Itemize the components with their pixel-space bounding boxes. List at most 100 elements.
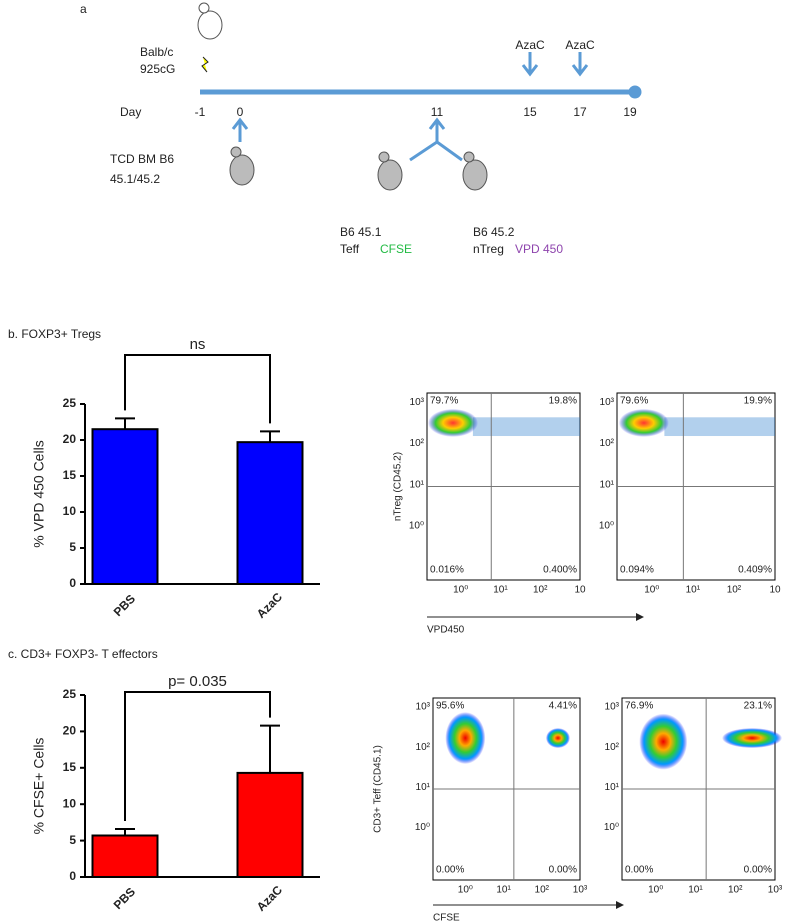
- x-tick-label: 10: [769, 585, 781, 596]
- y-tick-label: 20: [63, 432, 77, 446]
- quadrant-label: 95.6%: [436, 701, 464, 712]
- error-bar: [115, 827, 135, 836]
- y-tick-label: 10²: [605, 742, 620, 753]
- y-tick-label: 10: [63, 504, 77, 518]
- event-cluster: [545, 728, 570, 749]
- y-tick-label: 20: [63, 724, 77, 738]
- event-band: [472, 417, 580, 437]
- x-tick-label: PBS: [111, 592, 138, 619]
- x-tick-label: 10²: [533, 585, 548, 596]
- bar: [91, 834, 159, 879]
- y-tick-label: 5: [69, 833, 76, 847]
- significance-bracket: [124, 354, 271, 424]
- y-axis-label: nTreg (CD45.2): [393, 452, 404, 521]
- x-tick-label: 10¹: [493, 585, 508, 596]
- y-tick-label: 10³: [410, 397, 425, 408]
- y-tick-label: 10³: [605, 702, 620, 713]
- y-axis-label: % CFSE+ Cells: [31, 738, 47, 835]
- panel-title: b. FOXP3+ Tregs: [8, 327, 101, 341]
- label: VPD 450: [515, 242, 563, 256]
- label: Day: [120, 105, 141, 119]
- y-tick-label: 10¹: [605, 782, 620, 793]
- event-cluster: [428, 408, 479, 437]
- label: CFSE: [380, 242, 412, 256]
- x-tick-label: 10²: [727, 585, 742, 596]
- label: a: [80, 2, 87, 16]
- error-bar: [115, 417, 135, 430]
- quadrant-label: 79.7%: [430, 396, 458, 407]
- error-bar: [260, 430, 280, 443]
- x-tick-label: 10³: [573, 885, 588, 896]
- day-label: 0: [237, 105, 244, 119]
- quadrant-label: 0.094%: [620, 565, 654, 576]
- bar: [236, 771, 304, 878]
- quadrant-label: 79.6%: [620, 396, 648, 407]
- label: 925cG: [140, 62, 175, 76]
- y-tick-label: 10³: [416, 702, 431, 713]
- label: nTreg: [473, 242, 504, 256]
- y-tick-label: 15: [63, 760, 77, 774]
- x-tick-label: PBS: [111, 885, 138, 912]
- y-tick-label: 10²: [600, 438, 615, 449]
- quadrant-label: 0.409%: [738, 565, 772, 576]
- y-tick-label: 10²: [416, 742, 431, 753]
- y-tick-label: 10⁰: [599, 520, 614, 531]
- day-label: 17: [573, 105, 587, 119]
- y-tick-label: 5: [69, 540, 76, 554]
- x-tick-label: 10¹: [688, 885, 703, 896]
- drug-label: AzaC: [565, 38, 595, 52]
- label: 45.1/45.2: [110, 172, 160, 186]
- annotation: ns: [190, 336, 206, 353]
- quadrant-label: 0.016%: [430, 565, 464, 576]
- event-band: [664, 417, 775, 437]
- y-tick-label: 25: [63, 687, 77, 701]
- y-tick-label: 10: [63, 796, 77, 810]
- quadrant-gate: [433, 698, 580, 880]
- bar: [91, 428, 159, 586]
- day-label: 11: [431, 105, 444, 119]
- panel-title: c. CD3+ FOXP3- T effectors: [8, 647, 158, 661]
- y-axis-label: % VPD 450 Cells: [31, 440, 47, 547]
- y-tick-label: 25: [63, 396, 77, 410]
- y-tick-label: 10⁰: [409, 520, 424, 531]
- label: B6 45.1: [340, 225, 382, 239]
- day-label: 15: [523, 105, 537, 119]
- x-tick-label: 10¹: [496, 885, 511, 896]
- day-label: -1: [195, 105, 206, 119]
- x-tick-label: 10²: [728, 885, 743, 896]
- y-tick-label: 10³: [600, 397, 615, 408]
- y-tick-label: 10⁰: [415, 822, 430, 833]
- quadrant-label: 76.9%: [625, 701, 653, 712]
- y-tick-label: 10¹: [410, 479, 425, 490]
- label: Balb/c: [140, 45, 173, 59]
- event-cluster: [722, 728, 783, 749]
- x-tick-label: 10²: [535, 885, 550, 896]
- x-tick-label: 10⁰: [458, 885, 473, 896]
- event-cluster: [445, 712, 486, 765]
- quadrant-label: 0.00%: [744, 865, 772, 876]
- event-cluster: [618, 408, 669, 437]
- quadrant-label: 0.00%: [549, 865, 577, 876]
- x-tick-label: 10¹: [686, 585, 701, 596]
- y-tick-label: 0: [69, 576, 76, 590]
- quadrant-label: 0.00%: [436, 865, 464, 876]
- quadrant-label: 0.400%: [543, 565, 577, 576]
- quadrant-gate: [622, 698, 775, 880]
- quadrant-label: 0.00%: [625, 865, 653, 876]
- y-tick-label: 10⁰: [604, 822, 619, 833]
- bar: [236, 441, 304, 585]
- x-tick-label: 10: [574, 585, 586, 596]
- label: Teff: [340, 242, 360, 256]
- quadrant-gate: [427, 393, 580, 580]
- label: B6 45.2: [473, 225, 515, 239]
- error-bar: [260, 724, 280, 773]
- x-tick-label: 10⁰: [644, 585, 659, 596]
- y-tick-label: 15: [63, 468, 77, 482]
- quadrant-label: 4.41%: [549, 701, 577, 712]
- quadrant-label: 23.1%: [744, 701, 772, 712]
- quadrant-gate: [617, 393, 775, 580]
- event-cluster: [639, 713, 688, 770]
- day-label: 19: [623, 105, 637, 119]
- significance-bracket: [124, 691, 271, 821]
